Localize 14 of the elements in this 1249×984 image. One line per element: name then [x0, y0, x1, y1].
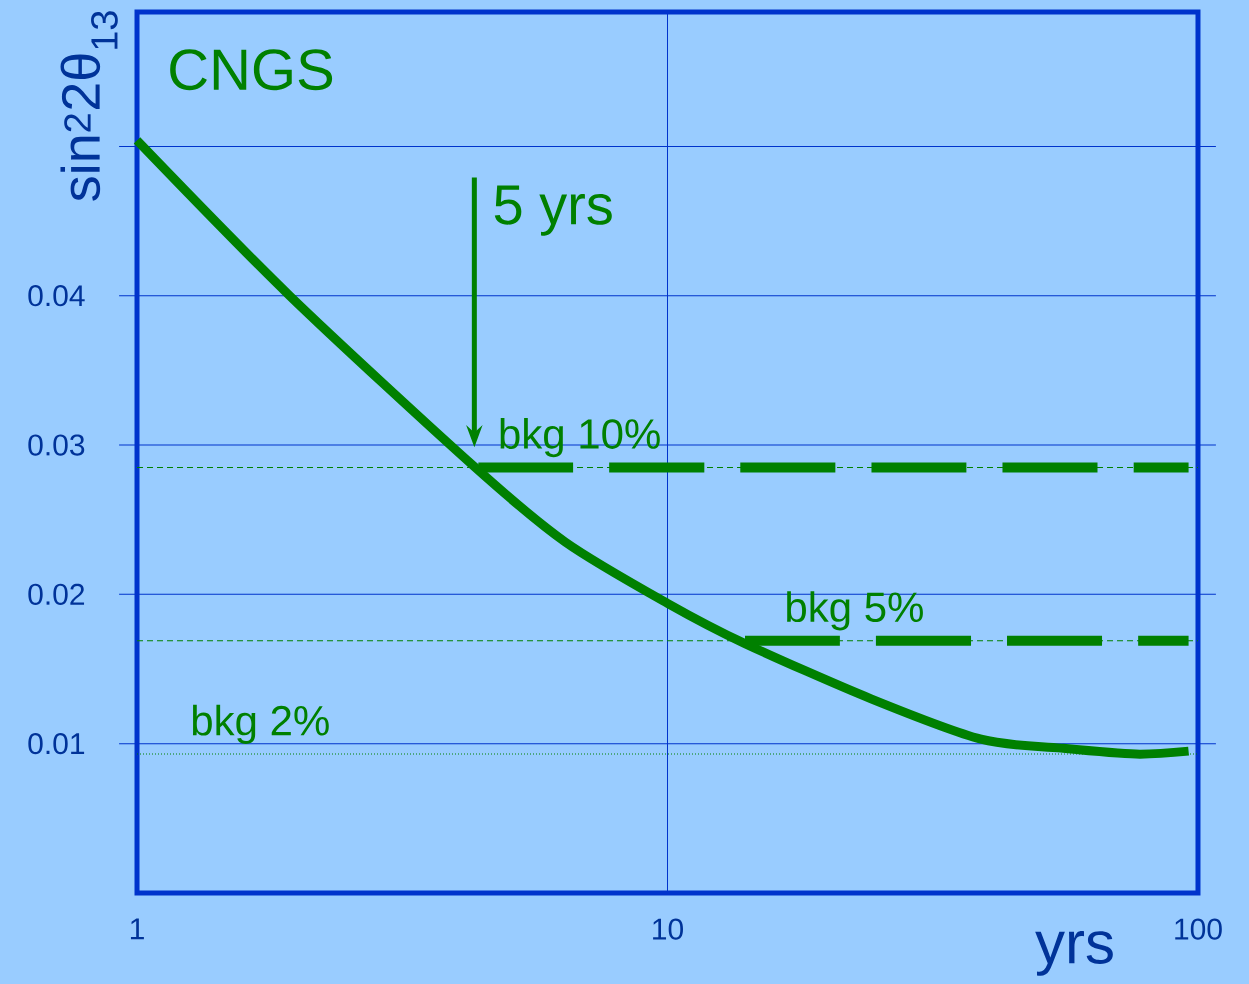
- y-tick-label: 0.03: [28, 434, 85, 456]
- ref-line-label: bkg 2%: [192, 704, 329, 744]
- annotation: 5 yrs: [494, 185, 612, 236]
- x-tick-label: 100: [1175, 918, 1222, 940]
- x-tick-label: 1: [130, 918, 144, 940]
- y-tick-label: 0.02: [28, 583, 85, 605]
- ref-line-label: bkg 5%: [787, 591, 923, 631]
- ref-line-label: bkg 10%: [500, 418, 660, 458]
- y-axis-title: sin$^{2}$2θ$_{13}$: [60, 11, 118, 201]
- chart-title: CNGS: [170, 49, 333, 91]
- y-tick-label: 0.04: [28, 285, 85, 307]
- y-tick-label: 0.01: [28, 733, 85, 755]
- x-tick-label: 10: [653, 918, 683, 940]
- x-axis-title: yrs: [1035, 931, 1113, 976]
